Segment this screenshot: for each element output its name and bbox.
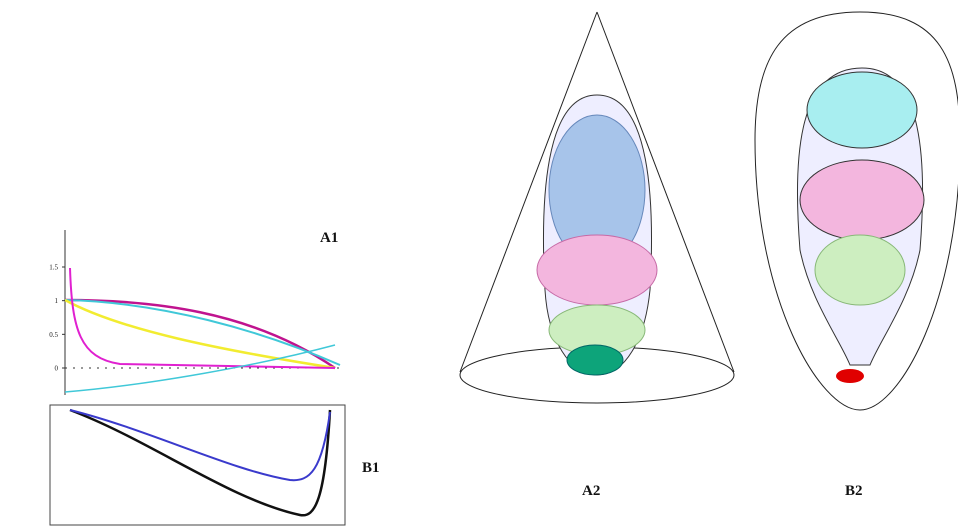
panel-label: A1	[320, 230, 338, 246]
y-tick-label: 0	[55, 365, 59, 373]
diagram-b2	[754, 11, 958, 411]
panel-label: B2	[845, 483, 863, 499]
panel-label: B1	[362, 460, 380, 476]
plot-b1	[49, 404, 346, 526]
y-tick-label: 0.5	[49, 331, 58, 339]
panel-label: A2	[582, 483, 600, 499]
y-tick-label: 1	[55, 297, 59, 305]
y-axis-ticks: 1.5 1 0.5 0	[49, 264, 65, 373]
plot-a1	[64, 230, 345, 395]
diagram-a2	[459, 11, 735, 404]
y-tick-label: 1.5	[49, 264, 58, 272]
